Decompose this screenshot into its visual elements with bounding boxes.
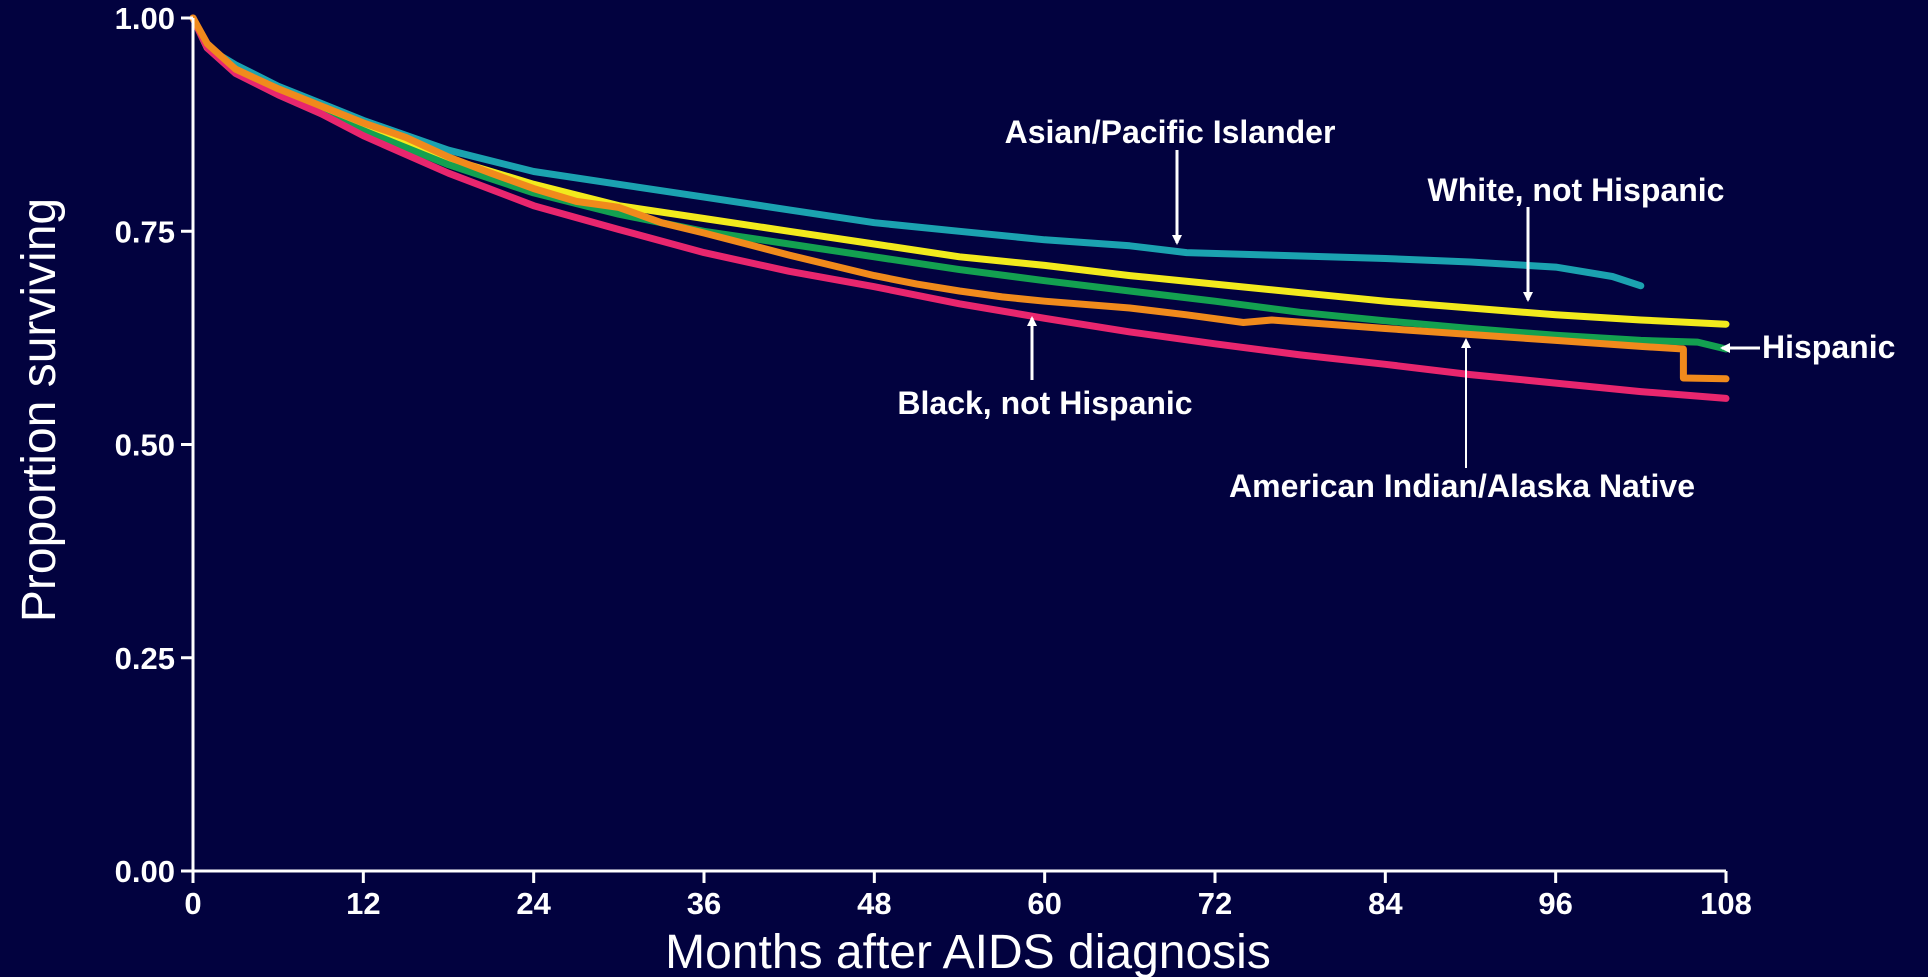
x-tick-label: 36 xyxy=(687,886,721,921)
y-axis: 0.00 0.25 0.50 0.75 1.00 xyxy=(115,1,195,889)
x-tick-label: 12 xyxy=(346,886,380,921)
y-tick-label: 0.25 xyxy=(115,641,175,676)
x-tick-label: 96 xyxy=(1538,886,1572,921)
x-axis-title: Months after AIDS diagnosis xyxy=(665,926,1271,977)
x-tick-label: 60 xyxy=(1027,886,1061,921)
x-tick-label: 108 xyxy=(1700,886,1752,921)
x-tick-label: 84 xyxy=(1368,886,1403,921)
annotation-hispanic: Hispanic xyxy=(1720,329,1895,365)
annotation-label: Hispanic xyxy=(1762,329,1895,365)
annotation-label: Black, not Hispanic xyxy=(897,385,1192,421)
plot-lines xyxy=(189,14,1730,402)
y-tick-label: 0.75 xyxy=(115,214,175,249)
x-tick-label: 0 xyxy=(184,886,201,921)
series-line-american-indian-alaska-native xyxy=(189,14,1730,383)
annotation-label: White, not Hispanic xyxy=(1428,172,1725,208)
y-tick-label: 0.00 xyxy=(115,854,175,889)
annotation-black-not-hispanic: Black, not Hispanic xyxy=(897,316,1193,421)
x-tick-label: 24 xyxy=(516,886,551,921)
annotation-asian-pacific-islander: Asian/Pacific Islander xyxy=(1005,114,1336,245)
x-axis: 0 12 24 36 48 60 72 84 96 108 xyxy=(184,869,1752,921)
annotation-american-indian-alaska-native: American Indian/Alaska Native xyxy=(1229,338,1695,504)
annotation-label: American Indian/Alaska Native xyxy=(1229,468,1695,504)
series-line-black-not-hispanic xyxy=(189,14,1730,402)
x-tick-label: 72 xyxy=(1198,886,1232,921)
y-tick-label: 0.50 xyxy=(115,428,175,463)
y-tick-label: 1.00 xyxy=(115,1,175,36)
x-tick-label: 48 xyxy=(857,886,891,921)
annotation-label: Asian/Pacific Islander xyxy=(1005,114,1336,150)
annotation-white-not-hispanic: White, not Hispanic xyxy=(1428,172,1725,302)
y-axis-title: Proportion surviving xyxy=(13,198,66,622)
